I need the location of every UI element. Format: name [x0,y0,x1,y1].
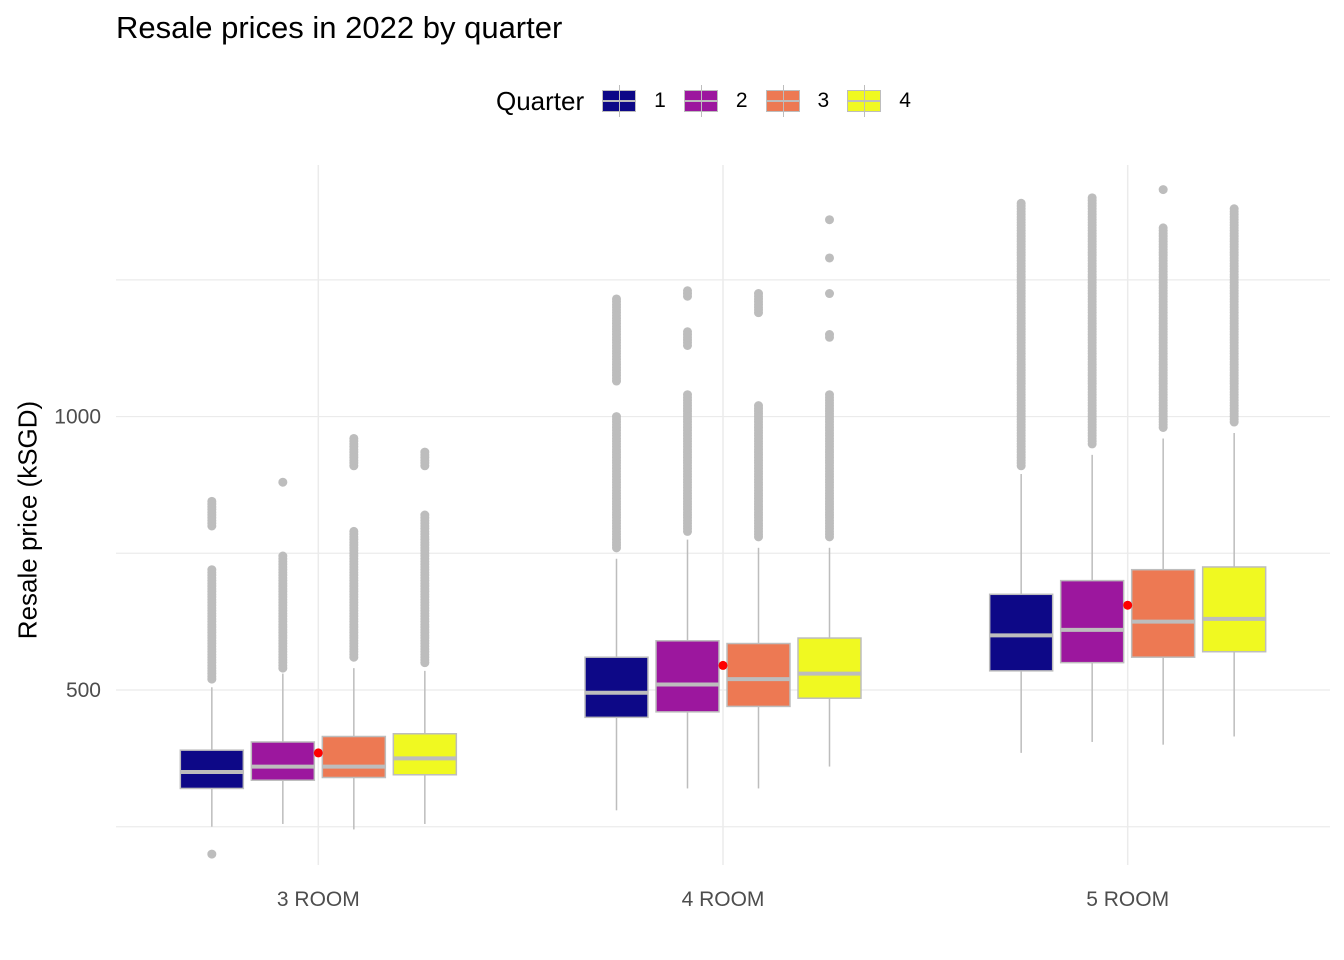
outlier-point [754,291,763,301]
box [321,735,387,779]
box [250,741,316,781]
outlier-point [1158,185,1168,195]
outlier-point [683,289,692,299]
box [1059,579,1125,664]
mean-point [313,748,323,758]
outlier-point [207,567,217,577]
legend-key-2 [683,85,718,117]
outlier-point [207,499,217,509]
outlier-point [278,477,288,487]
legend-title: Quarter [496,85,585,116]
outlier-point [825,253,834,263]
legend-item-2: 2 [683,85,748,117]
mean-point [1123,600,1133,610]
outlier-point [683,330,692,340]
box [179,749,245,790]
x-tick-label: 4 ROOM [682,888,765,911]
outlier-point [349,529,359,539]
legend-key-1 [602,85,637,117]
legend: Quarter 1 2 3 4 [496,84,929,118]
outlier-point [1087,196,1097,206]
outlier-point [754,403,763,413]
box [655,640,720,713]
y-tick-label: 1000 [54,406,101,429]
outlier-point [683,392,692,402]
x-tick-label: 3 ROOM [277,888,360,911]
outlier-point [1229,206,1239,216]
outlier-point [420,513,430,523]
legend-label-3: 3 [817,89,830,112]
mean-point [718,660,728,670]
outlier-point [1016,201,1026,211]
outlier-point [278,554,288,564]
outlier-point [1158,226,1168,236]
legend-key-4 [847,85,882,117]
legend-item-3: 3 [765,85,830,117]
box [988,593,1054,672]
outlier-point [825,215,834,225]
box [797,637,862,699]
outlier-point [825,330,834,340]
outlier-point [825,392,834,402]
outlier-point [612,297,621,307]
box [726,642,791,708]
box [392,733,458,776]
legend-item-4: 4 [847,85,911,117]
y-tick-label: 500 [66,679,101,702]
legend-label-2: 2 [735,89,748,112]
outlier-point [207,849,217,859]
box [584,656,649,719]
x-tick-label: 5 ROOM [1086,888,1169,911]
legend-label-1: 1 [654,89,666,112]
outlier-point [825,289,834,299]
legend-key-3 [765,85,800,117]
outlier-point [349,436,359,446]
chart-title: Resale prices in 2022 by quarter [116,10,563,45]
outlier-point [612,414,621,424]
outlier-point [420,450,430,460]
legend-label-4: 4 [899,89,911,112]
legend-item-1: 1 [602,85,666,117]
box [1201,566,1267,653]
box [1130,568,1196,658]
